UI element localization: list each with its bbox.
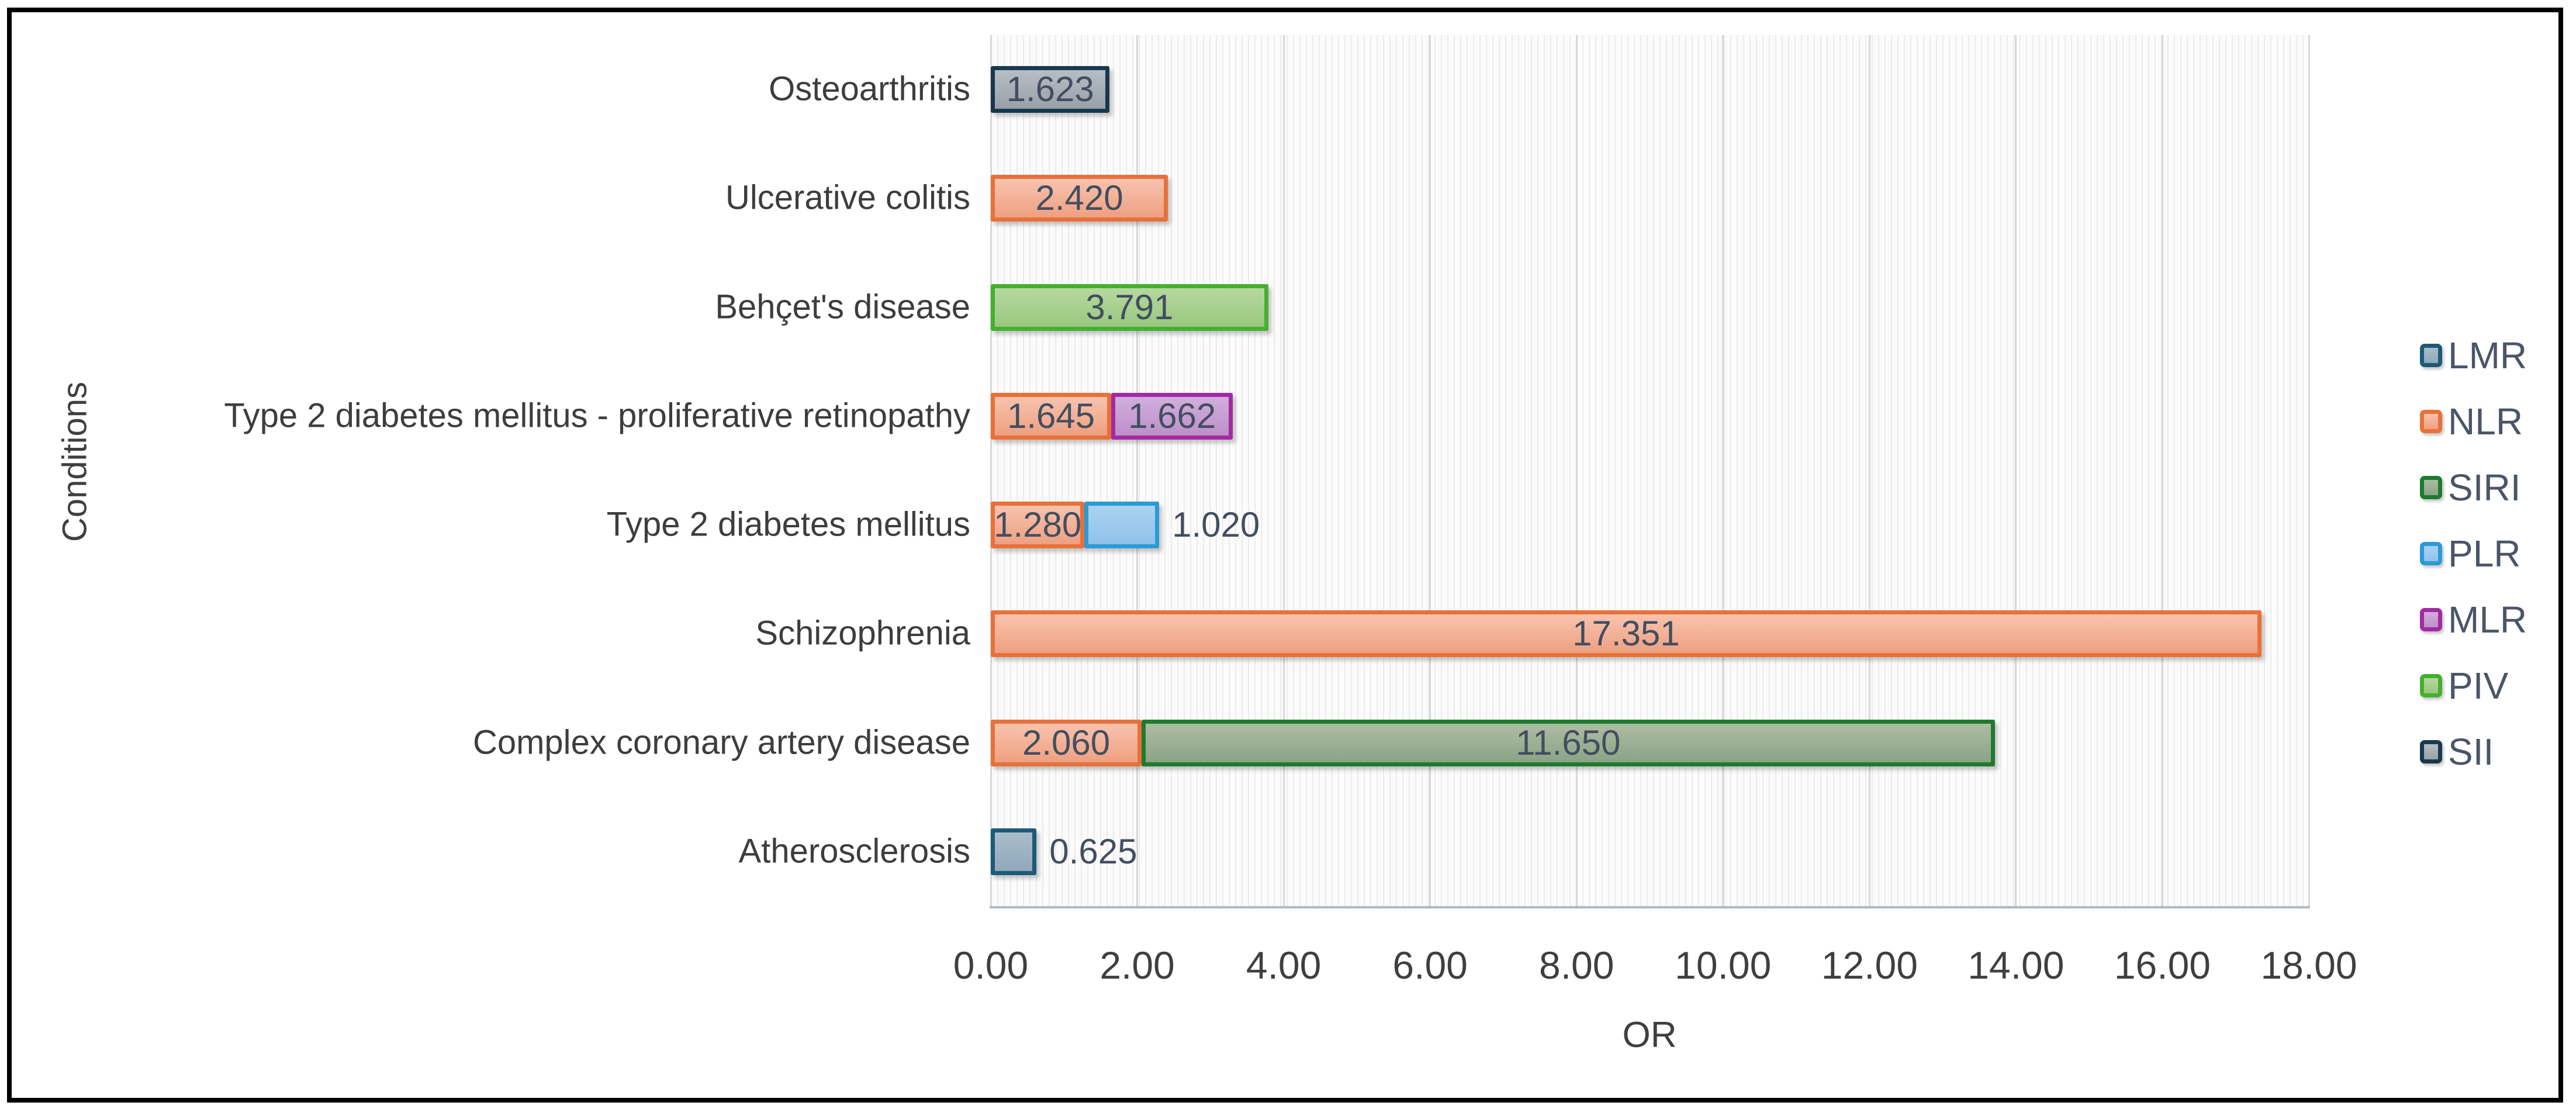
x-tick-label: 12.00	[1821, 944, 1918, 987]
bar-value-label: 2.420	[1035, 178, 1123, 218]
bar-value-label: 1.645	[1007, 396, 1095, 436]
x-tick-label: 0.00	[953, 944, 1029, 987]
legend-label-piv: PIV	[2448, 664, 2509, 707]
bar-row: 1.645 1.662	[991, 392, 1233, 440]
bar-value-label-outside: 0.625	[1049, 831, 1137, 871]
x-gridline	[2308, 35, 2310, 906]
x-tick-label: 18.00	[2260, 944, 2357, 987]
x-gridline	[2161, 35, 2163, 906]
legend-item-sii: SII	[2420, 718, 2494, 785]
legend-item-piv: PIV	[2420, 652, 2508, 718]
category-label: Type 2 diabetes mellitus - proliferative…	[224, 396, 970, 435]
bar-segment-nlr: 1.645	[991, 392, 1112, 440]
category-label: Complex coronary artery disease	[472, 723, 970, 762]
bar-segment-siri: 11.650	[1142, 719, 1995, 766]
legend-item-siri: SIRI	[2420, 454, 2520, 520]
x-axis-title: OR	[1622, 1015, 1677, 1055]
legend-label-sii: SII	[2448, 730, 2494, 773]
bar-row	[991, 828, 1037, 875]
x-gridline	[1136, 35, 1139, 906]
bar-value-label-outside: 1.020	[1172, 505, 1260, 545]
category-label: Schizophrenia	[755, 614, 970, 652]
legend-item-lmr: LMR	[2420, 322, 2527, 388]
legend-swatch-siri	[2420, 475, 2442, 499]
x-tick-label: 14.00	[1968, 944, 2065, 987]
category-label: Atherosclerosis	[738, 832, 970, 870]
x-tick-label: 2.00	[1099, 944, 1175, 987]
legend-swatch-sii	[2420, 740, 2442, 763]
x-tick-label: 6.00	[1392, 944, 1468, 987]
bar-segment-nlr: 2.060	[991, 719, 1142, 766]
bar-value-label: 11.650	[1516, 723, 1621, 762]
bar-segment-mlr: 1.662	[1111, 392, 1233, 440]
legend-swatch-piv	[2420, 673, 2442, 697]
bar-segment-sii: 1.623	[991, 66, 1110, 113]
legend-item-mlr: MLR	[2420, 586, 2527, 652]
bar-row: 3.791	[991, 284, 1268, 331]
bar-segment-nlr: 1.280	[991, 502, 1085, 549]
plot-area	[990, 35, 2310, 906]
x-gridline	[1429, 35, 1432, 906]
bar-value-label: 1.280	[994, 505, 1082, 545]
x-gridline	[1722, 35, 1724, 906]
figure-frame: OR Conditions LMR NLR SIRI PLR MLR PIV SII 0.0…	[7, 8, 2563, 1103]
legend-label-lmr: LMR	[2448, 334, 2527, 376]
bar-value-label: 1.623	[1006, 70, 1094, 109]
x-tick-label: 8.00	[1538, 944, 1614, 987]
legend-swatch-plr	[2420, 541, 2442, 565]
bar-value-label: 1.662	[1128, 396, 1216, 436]
category-label: Ulcerative colitis	[725, 178, 970, 217]
legend-item-plr: PLR	[2420, 520, 2521, 586]
bar-row: 1.623	[991, 66, 1110, 113]
x-axis-line	[990, 906, 2310, 908]
x-tick-label: 4.00	[1246, 944, 1322, 987]
x-gridline	[1575, 35, 1578, 906]
legend-label-mlr: MLR	[2448, 598, 2527, 641]
bar-segment-nlr: 17.351	[991, 610, 2262, 658]
legend-swatch-lmr	[2420, 343, 2442, 367]
bar-value-label: 17.351	[1572, 614, 1680, 654]
bar-value-label: 2.060	[1022, 723, 1111, 762]
legend-label-plr: PLR	[2448, 532, 2521, 575]
bar-segment-nlr: 2.420	[991, 175, 1168, 222]
bar-row: 17.351	[991, 610, 2262, 658]
legend-label-siri: SIRI	[2448, 466, 2521, 509]
bar-row: 2.420	[991, 175, 1168, 222]
bar-row: 2.060 11.650	[991, 719, 1995, 766]
bar-row: 1.280	[991, 502, 1160, 549]
x-gridline	[2015, 35, 2017, 906]
x-gridline	[990, 35, 992, 906]
x-tick-label: 10.00	[1675, 944, 1772, 987]
bar-segment-plr	[1084, 502, 1160, 549]
legend-item-nlr: NLR	[2420, 388, 2523, 454]
x-gridline	[1282, 35, 1285, 906]
legend-swatch-nlr	[2420, 409, 2442, 433]
category-label: Type 2 diabetes mellitus	[606, 505, 970, 544]
bar-value-label: 3.791	[1085, 287, 1174, 327]
bar-segment-piv: 3.791	[991, 284, 1268, 331]
x-tick-label: 16.00	[2114, 944, 2211, 987]
bar-segment-lmr	[991, 828, 1037, 875]
category-label: Osteoarthritis	[769, 70, 970, 108]
legend-swatch-mlr	[2420, 607, 2442, 631]
x-gridline	[1868, 35, 1870, 906]
category-label: Behçet's disease	[715, 288, 970, 326]
legend-label-nlr: NLR	[2448, 400, 2523, 443]
